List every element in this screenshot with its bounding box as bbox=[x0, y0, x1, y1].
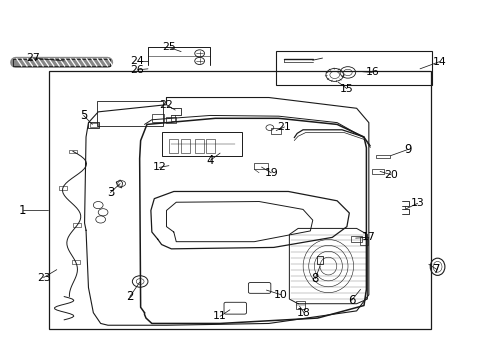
Bar bbox=[152, 114, 163, 122]
Text: 22: 22 bbox=[159, 100, 173, 110]
Bar bbox=[371, 169, 384, 174]
Text: 21: 21 bbox=[277, 122, 291, 132]
Text: 12: 12 bbox=[152, 162, 166, 172]
Text: 10: 10 bbox=[274, 290, 287, 300]
Text: 6: 6 bbox=[347, 294, 355, 307]
Text: 11: 11 bbox=[213, 311, 226, 321]
Bar bbox=[161, 132, 242, 156]
Bar bbox=[276, 51, 431, 85]
Bar bbox=[59, 186, 66, 190]
Text: 17: 17 bbox=[361, 232, 375, 242]
Bar bbox=[73, 223, 81, 227]
Bar bbox=[88, 122, 99, 128]
Bar bbox=[49, 71, 430, 329]
Text: 9: 9 bbox=[403, 143, 411, 156]
Bar bbox=[206, 139, 215, 153]
Text: 3: 3 bbox=[106, 186, 114, 199]
Text: 5: 5 bbox=[80, 109, 87, 122]
Text: 20: 20 bbox=[383, 170, 397, 180]
Text: 4: 4 bbox=[206, 154, 214, 167]
Text: 7: 7 bbox=[432, 263, 440, 276]
Bar bbox=[194, 139, 203, 153]
Text: 16: 16 bbox=[365, 67, 378, 77]
Text: 25: 25 bbox=[162, 42, 175, 52]
Text: 24: 24 bbox=[130, 56, 144, 66]
Text: 27: 27 bbox=[26, 53, 40, 63]
Bar bbox=[350, 236, 361, 242]
Text: 26: 26 bbox=[130, 65, 144, 75]
Bar bbox=[181, 139, 189, 153]
Text: 14: 14 bbox=[432, 57, 446, 67]
Text: 8: 8 bbox=[311, 272, 318, 285]
Text: 23: 23 bbox=[37, 273, 50, 283]
Bar bbox=[90, 123, 98, 127]
Bar bbox=[97, 101, 163, 126]
Text: 19: 19 bbox=[264, 168, 278, 178]
Text: 2: 2 bbox=[126, 290, 133, 303]
Bar bbox=[254, 163, 267, 169]
Text: 15: 15 bbox=[339, 84, 353, 94]
Bar bbox=[316, 256, 323, 264]
Bar bbox=[375, 155, 389, 158]
Bar bbox=[295, 301, 305, 309]
Bar bbox=[72, 260, 80, 264]
Bar bbox=[270, 128, 280, 134]
Bar bbox=[168, 139, 177, 153]
Bar bbox=[166, 117, 176, 123]
Text: 18: 18 bbox=[297, 308, 310, 318]
Text: 13: 13 bbox=[410, 198, 424, 208]
Text: 1: 1 bbox=[19, 204, 26, 217]
Bar bbox=[69, 149, 77, 153]
Bar bbox=[359, 237, 367, 244]
